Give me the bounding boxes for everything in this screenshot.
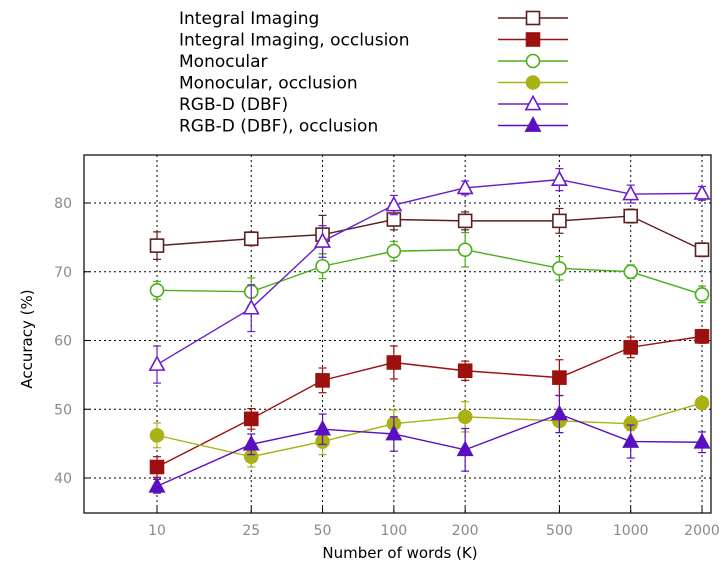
data-point-square: [525, 32, 541, 47]
legend-item: Integral Imaging, occlusion: [179, 31, 568, 51]
x-tick-label: 200: [452, 523, 479, 539]
data-point-circle: [457, 409, 473, 425]
series-group: [148, 394, 711, 494]
data-point-triangle: [314, 232, 332, 248]
data-point-triangle: [550, 404, 568, 421]
legend-label: Monocular, occlusion: [179, 74, 358, 94]
data-point-triangle: [524, 116, 542, 132]
data-point-triangle: [456, 440, 474, 457]
series-line: [156, 402, 703, 458]
y-tick-label: 40: [54, 471, 72, 487]
y-tick-label: 60: [54, 334, 72, 350]
x-tick-label: 50: [314, 523, 332, 539]
data-point-triangle: [242, 298, 260, 315]
data-point-circle: [525, 75, 541, 90]
series-group: [149, 395, 710, 468]
data-point-square: [149, 459, 165, 475]
legend-label: Integral Imaging, occlusion: [179, 31, 409, 51]
data-point-triangle: [456, 178, 474, 195]
data-point-circle: [694, 395, 710, 411]
data-point-triangle: [550, 170, 568, 186]
data-point-square: [457, 213, 473, 229]
data-point-square: [149, 238, 165, 253]
legend-item: Monocular: [179, 52, 568, 72]
data-point-triangle: [385, 424, 403, 441]
series-line: [156, 413, 703, 487]
series-group: [148, 168, 711, 384]
x-tick-label: 500: [546, 523, 573, 539]
data-point-square: [386, 355, 402, 370]
data-series: [148, 168, 711, 494]
data-point-triangle: [622, 432, 640, 448]
data-point-square: [552, 213, 567, 229]
data-point-square: [694, 242, 710, 258]
data-point-square: [552, 370, 567, 385]
data-point-square: [623, 340, 639, 355]
data-point-circle: [694, 287, 710, 302]
data-point-triangle: [693, 184, 711, 200]
data-point-triangle: [242, 434, 260, 451]
legend-label: Monocular: [179, 52, 268, 72]
data-point-square: [525, 10, 541, 26]
data-point-triangle: [148, 355, 166, 371]
data-point-square: [243, 231, 259, 247]
y-tick-label: 50: [54, 402, 72, 418]
y-tick-label: 80: [54, 196, 72, 212]
data-point-circle: [552, 261, 567, 276]
axis-ticks: 10 25 50 100 200 500 1000 2000 40 50 60 70 80: [54, 196, 720, 539]
series-group: [149, 328, 710, 478]
data-point-circle: [457, 242, 473, 258]
legend-item: RGB-D (DBF), occlusion: [179, 116, 568, 137]
series-group: [149, 207, 710, 260]
series-line: [156, 215, 703, 251]
x-tick-label: 2000: [684, 523, 720, 539]
data-point-square: [457, 363, 473, 379]
data-point-circle: [149, 283, 165, 298]
data-point-square: [315, 373, 330, 388]
y-axis-label: Accuracy (%): [18, 289, 36, 388]
data-point-circle: [623, 264, 639, 280]
series-group: [149, 231, 710, 307]
data-point-square: [694, 329, 710, 344]
series-line: [156, 178, 703, 366]
data-point-square: [623, 208, 639, 224]
data-point-triangle: [314, 419, 332, 436]
legend-item: Integral Imaging: [179, 9, 568, 29]
data-point-circle: [525, 53, 541, 69]
data-point-triangle: [693, 432, 711, 449]
data-point-triangle: [622, 184, 640, 201]
plot-frame: [83, 154, 712, 514]
series-line: [156, 335, 703, 468]
x-axis-label: Number of words (K): [322, 544, 477, 562]
x-tick-label: 10: [148, 523, 166, 539]
legend-item: Monocular, occlusion: [179, 74, 568, 94]
data-point-circle: [149, 428, 165, 443]
x-tick-label: 100: [380, 523, 407, 539]
data-point-square: [243, 411, 259, 427]
data-point-circle: [386, 243, 402, 259]
legend-label: RGB-D (DBF): [179, 95, 288, 115]
legend-label: RGB-D (DBF), occlusion: [179, 117, 378, 137]
data-point-triangle: [385, 195, 403, 212]
x-tick-label: 1000: [613, 523, 649, 539]
legend-label: Integral Imaging: [179, 9, 319, 29]
y-tick-label: 70: [54, 265, 72, 281]
series-line: [156, 249, 703, 296]
data-point-triangle: [148, 476, 166, 493]
data-point-triangle: [524, 94, 542, 111]
legend-item: RGB-D (DBF): [179, 94, 568, 115]
x-tick-label: 25: [242, 523, 260, 539]
data-point-circle: [315, 258, 330, 274]
